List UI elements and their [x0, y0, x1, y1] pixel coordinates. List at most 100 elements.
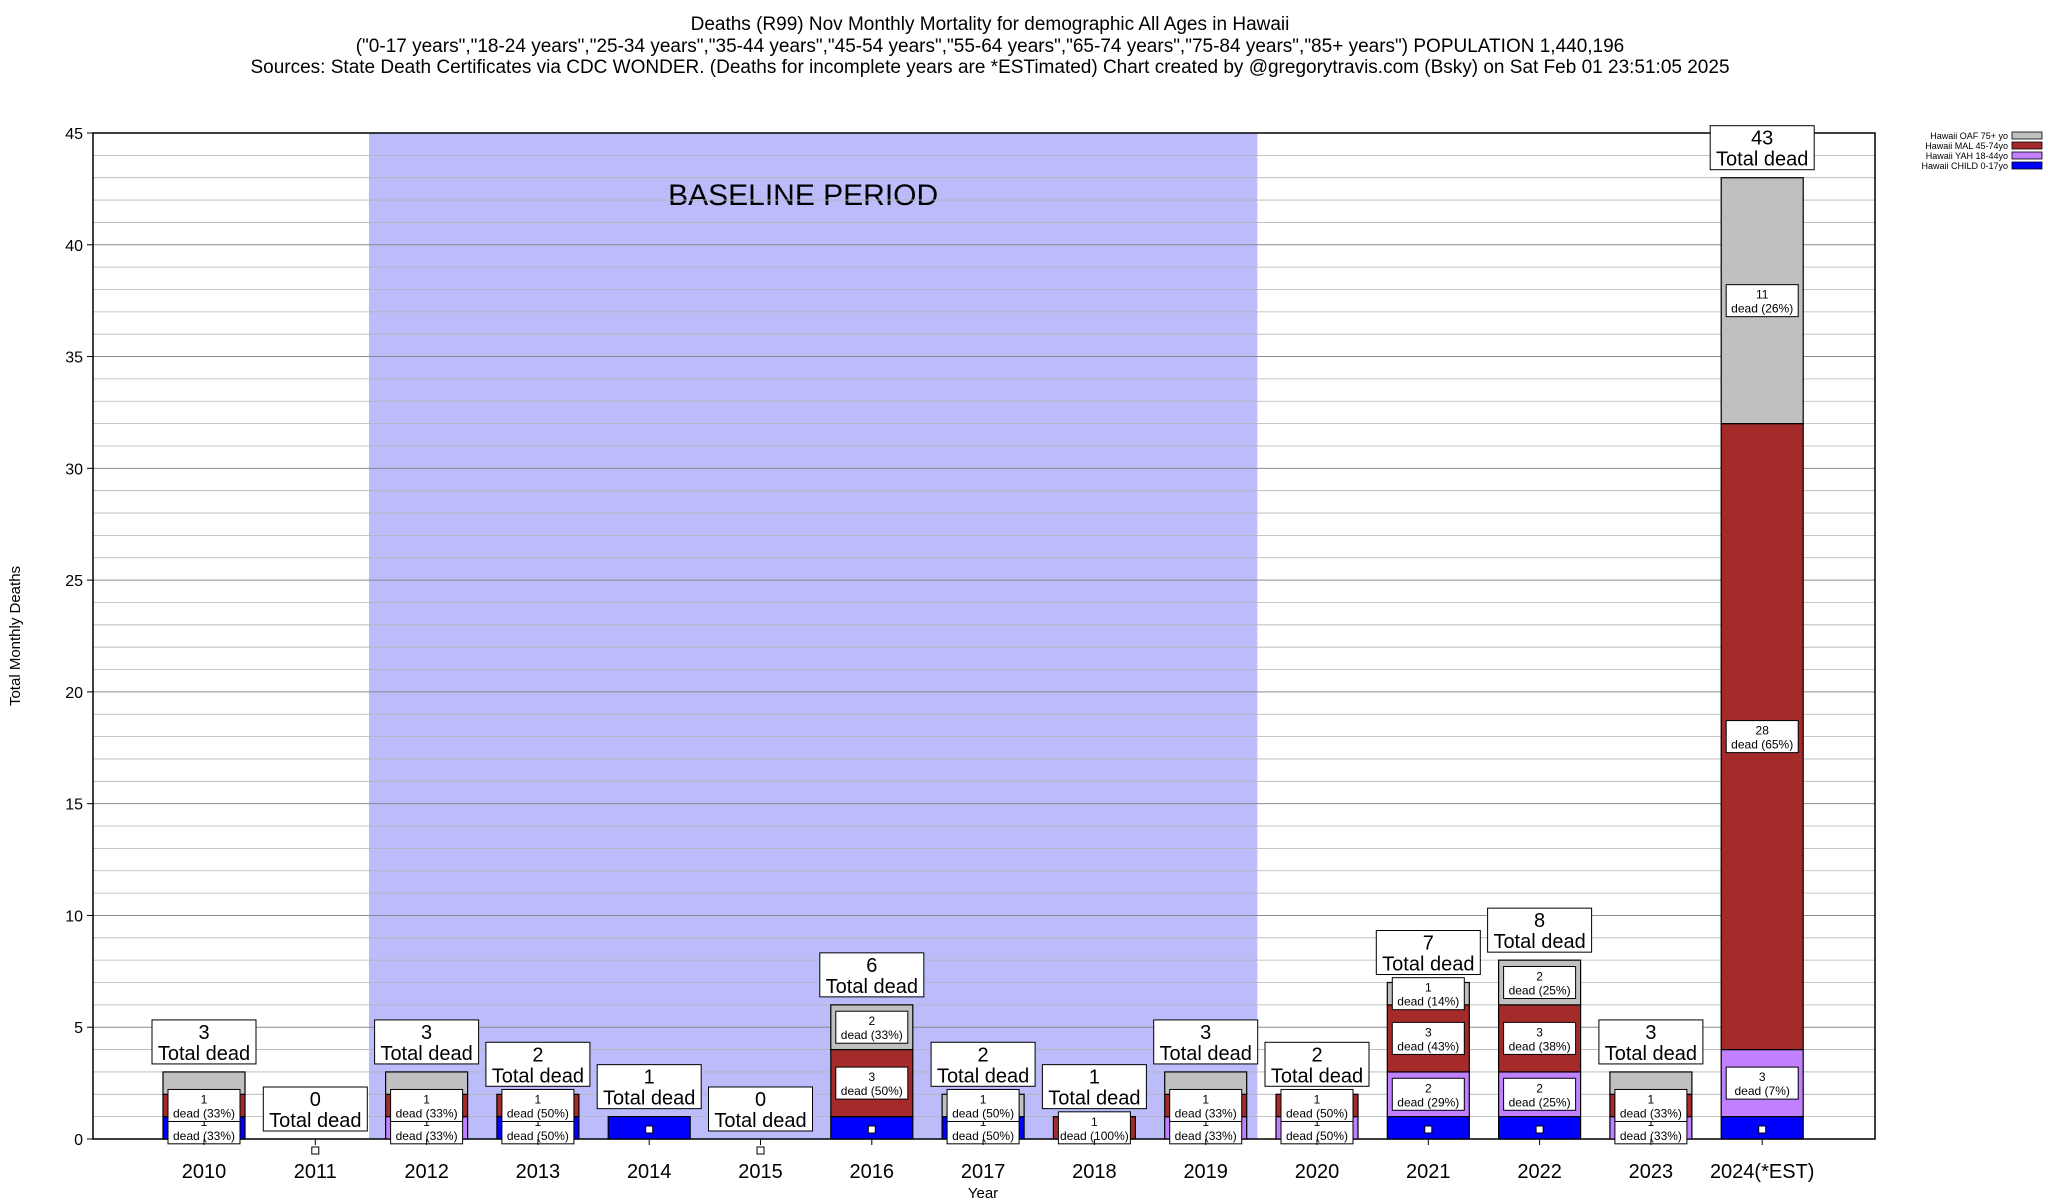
segment-label-percent: dead (50%)	[1286, 1129, 1348, 1143]
bar-center-marker	[1424, 1125, 1433, 1134]
legend-swatch	[2011, 131, 2043, 140]
segment-label-percent: dead (50%)	[952, 1106, 1014, 1120]
title-line-1: Deaths (R99) Nov Monthly Mortality for d…	[691, 14, 1290, 35]
total-label-text: Total dead	[380, 1043, 472, 1065]
segment-label-box	[167, 1088, 241, 1122]
total-label-box	[1153, 1019, 1259, 1065]
total-label-text: Total dead	[1382, 954, 1474, 976]
title-line-3: Sources: State Death Certificates via CD…	[250, 57, 1729, 78]
x-tick-label: 2010	[182, 1161, 227, 1183]
legend-swatch	[2011, 161, 2043, 170]
total-label-box	[374, 1019, 480, 1065]
baseline-shading	[368, 133, 1258, 1139]
baseline-label: BASELINE PERIOD	[668, 179, 938, 212]
y-tick-label: 45	[65, 126, 83, 143]
total-label-text: Total dead	[1716, 149, 1808, 171]
total-label-text: Total dead	[269, 1110, 361, 1132]
x-tick-label: 2021	[1406, 1161, 1451, 1183]
segment-label-percent: dead (33%)	[1175, 1129, 1237, 1143]
segment-label-count: 2	[1425, 1081, 1432, 1095]
segment-label-percent: dead (14%)	[1397, 995, 1459, 1009]
x-tick-label: 2022	[1517, 1161, 1562, 1183]
segment-label-count: 11	[1756, 288, 1769, 302]
legend-entry-label: Hawaii YAH 18-44yo	[1926, 151, 2008, 161]
segment-label-box	[1725, 1066, 1799, 1100]
y-tick-label: 25	[65, 573, 83, 590]
x-tick-label: 2013	[516, 1161, 561, 1183]
bar-center-marker	[645, 1125, 654, 1134]
x-tick-label: 2016	[850, 1161, 895, 1183]
segment-label-percent: dead (65%)	[1731, 738, 1793, 752]
total-label-text: Total dead	[603, 1088, 695, 1110]
x-tick-label: 2024(*EST)	[1710, 1161, 1815, 1183]
segment-label-box	[1725, 720, 1799, 754]
segment-label-count: 1	[1425, 981, 1432, 995]
segment-label-percent: dead (100%)	[1060, 1129, 1129, 1143]
total-label-text: Total dead	[492, 1065, 584, 1087]
y-tick-label: 5	[74, 1020, 83, 1037]
y-tick-label: 20	[65, 685, 83, 702]
x-tick-label: 2020	[1295, 1161, 1340, 1183]
total-label-box	[262, 1086, 368, 1132]
segment-label-percent: dead (26%)	[1731, 302, 1793, 316]
total-label-value: 2	[978, 1044, 989, 1066]
segment-label-box	[1725, 284, 1799, 318]
total-label-box	[1598, 1019, 1704, 1065]
bar-center-marker	[867, 1125, 876, 1134]
total-label-box	[1264, 1041, 1370, 1087]
total-label-value: 3	[421, 1022, 432, 1044]
segment-label-box	[501, 1088, 575, 1122]
segment-label-percent: dead (33%)	[173, 1106, 235, 1120]
segment-label-percent: dead (25%)	[1509, 1095, 1571, 1109]
total-label-value: 6	[866, 955, 877, 977]
total-label-text: Total dead	[1160, 1043, 1252, 1065]
segment-label-count: 1	[201, 1092, 208, 1106]
segment-label-box	[1503, 1077, 1577, 1111]
total-label-box	[1375, 930, 1481, 976]
bar-center-marker	[1535, 1125, 1544, 1134]
x-tick-label: 2015	[738, 1161, 783, 1183]
x-tick-label: 2019	[1183, 1161, 1228, 1183]
total-label-box	[1041, 1064, 1147, 1110]
segment-label-count: 1	[535, 1092, 542, 1106]
segment-label-box	[1503, 966, 1577, 1000]
x-tick-label: 2018	[1072, 1161, 1117, 1183]
segment-label-count: 3	[1759, 1070, 1766, 1084]
segment-label-box	[390, 1088, 464, 1122]
x-tick-label: 2023	[1629, 1161, 1674, 1183]
segment-label-box	[946, 1088, 1020, 1122]
bar-center-marker	[756, 1146, 765, 1155]
total-label-value: 2	[532, 1044, 543, 1066]
segment-label-percent: dead (50%)	[952, 1129, 1014, 1143]
bar-center-marker	[1758, 1125, 1767, 1134]
total-label-text: Total dead	[158, 1043, 250, 1065]
total-label-value: 1	[644, 1067, 655, 1089]
y-tick-label: 40	[65, 238, 83, 255]
legend-entry-label: Hawaii CHILD 0-17yo	[1921, 161, 2008, 171]
total-label-text: Total dead	[1605, 1043, 1697, 1065]
total-label-value: 3	[1645, 1022, 1656, 1044]
segment-label-box	[1391, 1077, 1465, 1111]
total-label-text: Total dead	[1048, 1088, 1140, 1110]
baseline-period-region: BASELINE PERIOD	[368, 133, 1258, 1139]
